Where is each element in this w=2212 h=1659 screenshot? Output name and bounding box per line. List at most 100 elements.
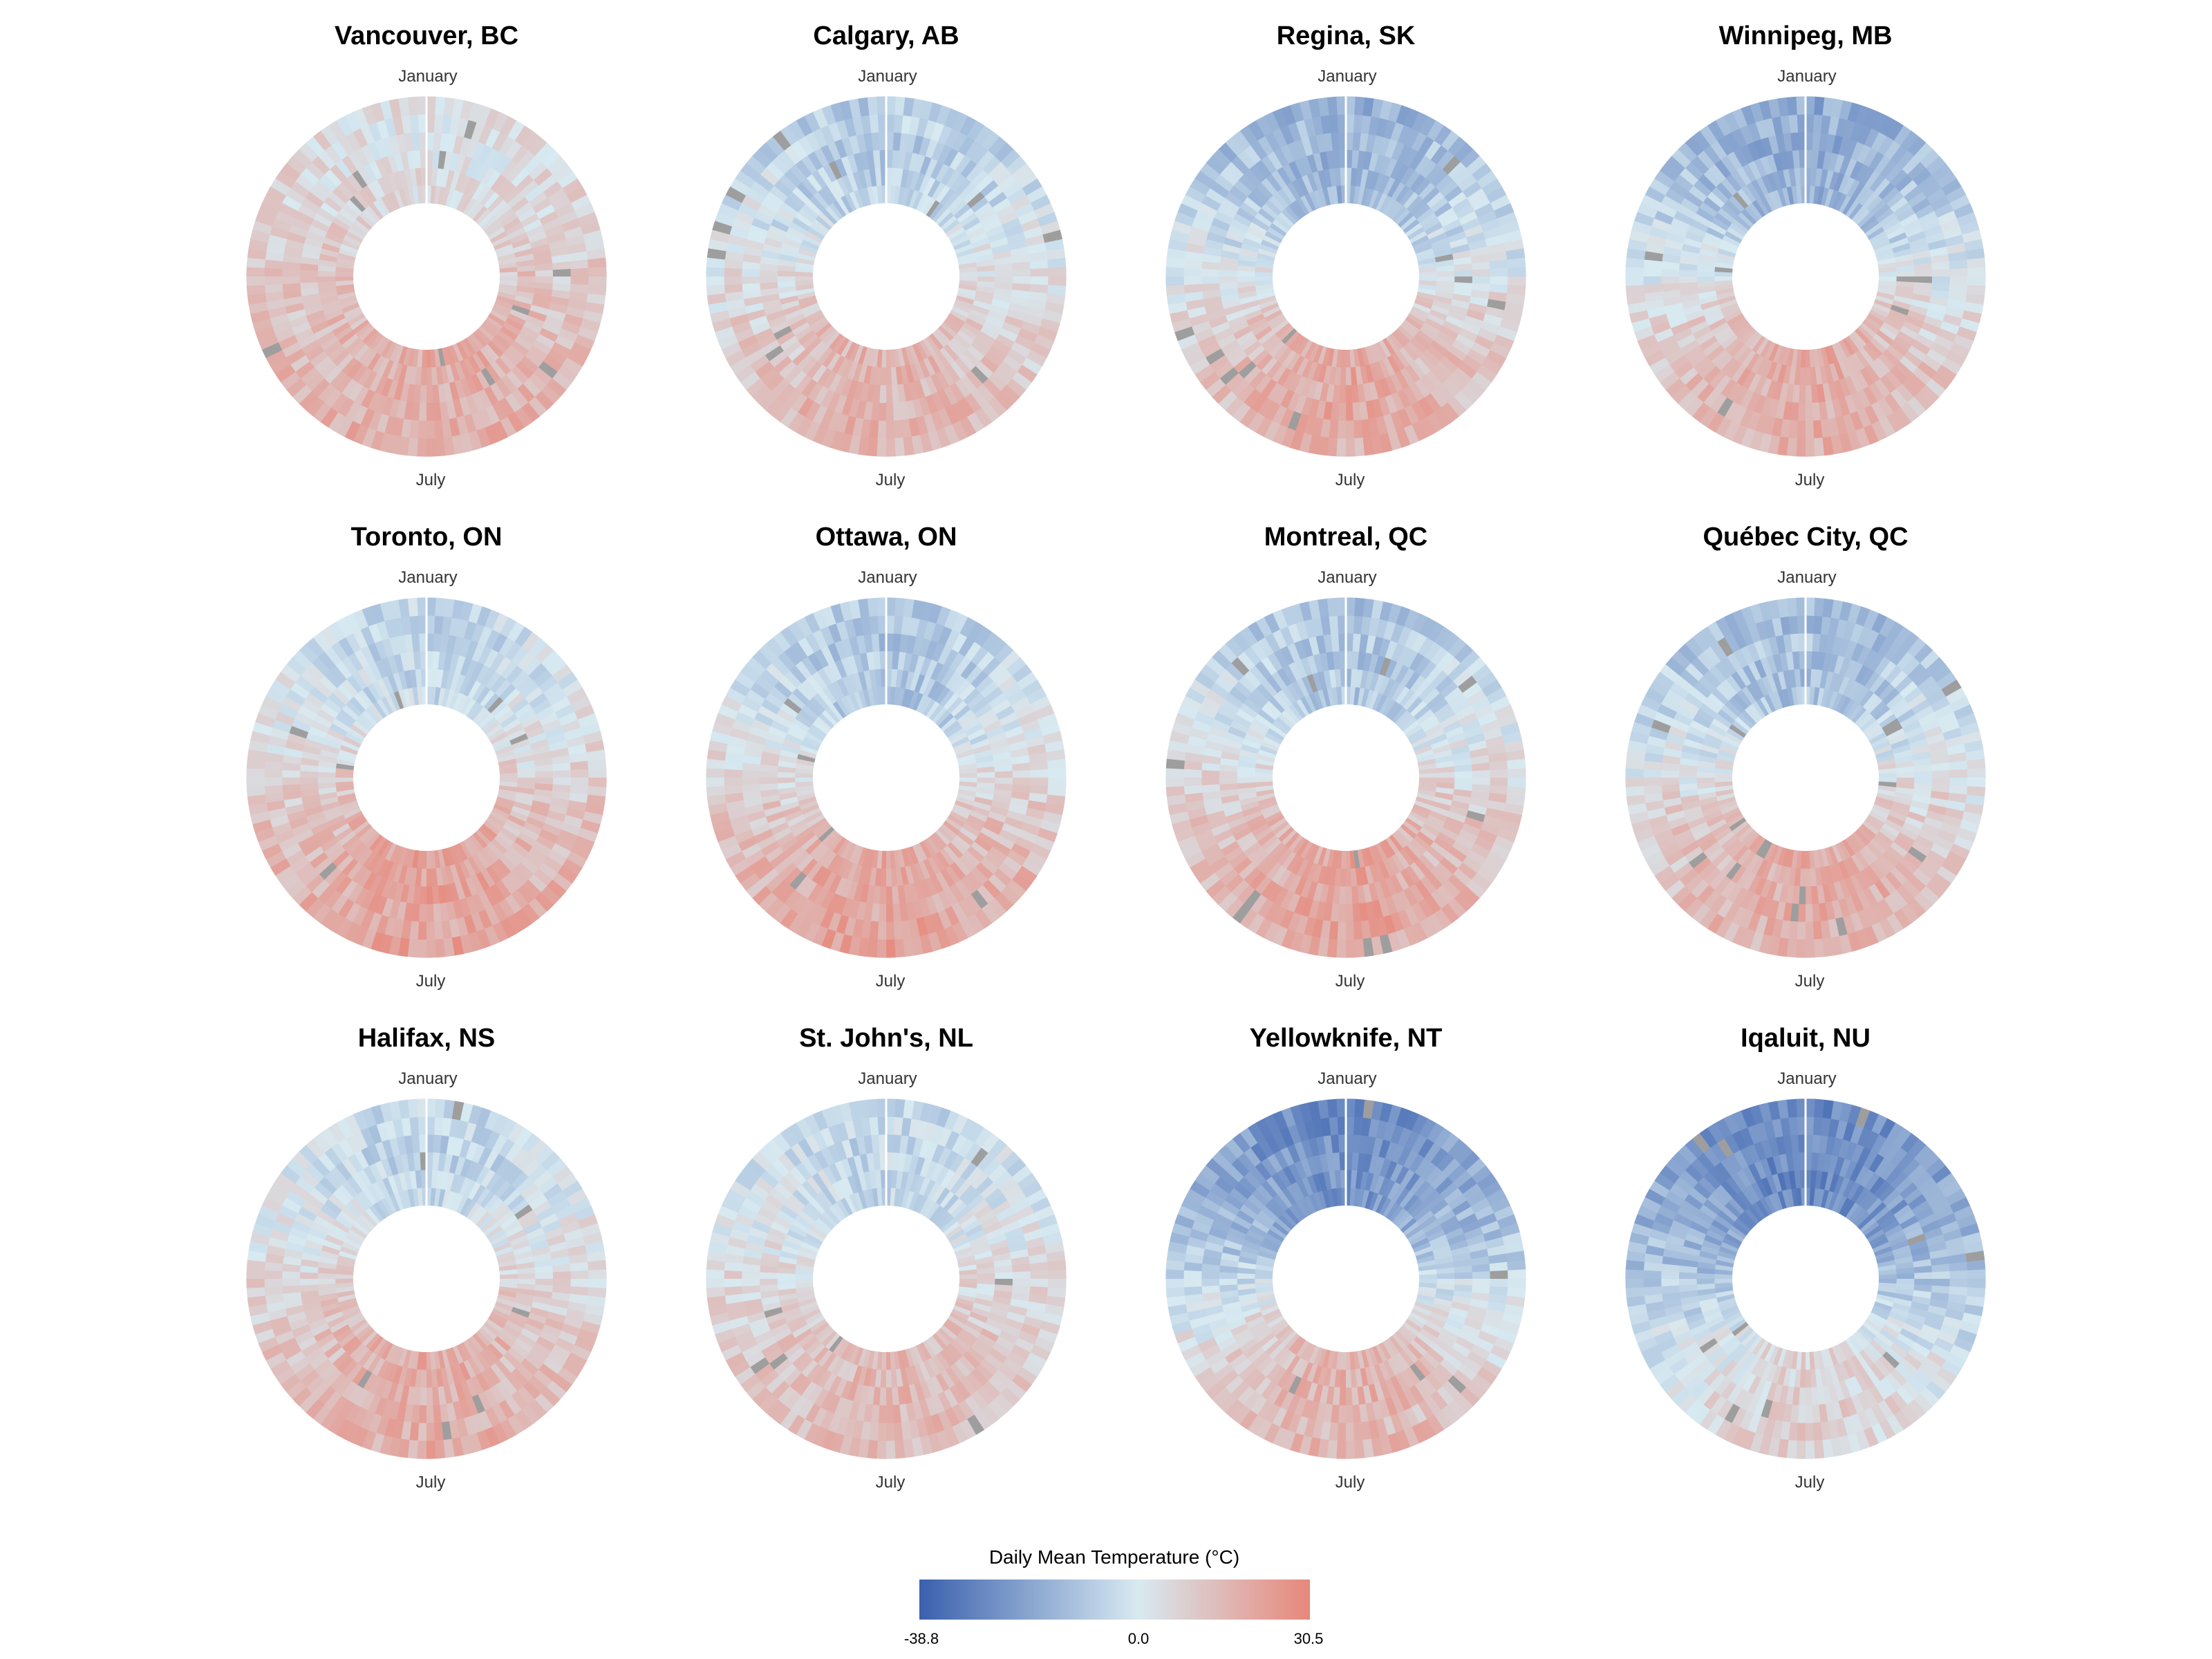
heat-cell [746, 231, 767, 244]
heat-cell [301, 197, 321, 214]
heat-cell [993, 256, 1013, 266]
heat-cell [1454, 270, 1473, 277]
heat-cell [912, 135, 924, 155]
heat-cell [1490, 769, 1508, 778]
heat-cell [923, 197, 937, 216]
heat-cell [1458, 174, 1478, 193]
heat-cell [1257, 295, 1277, 305]
heat-cell [1454, 276, 1473, 284]
heat-cell [1455, 204, 1475, 220]
heat-cell [1884, 222, 1904, 236]
heat-cell [949, 230, 968, 244]
heat-cell [798, 207, 816, 223]
heat-cell [1458, 328, 1479, 343]
heat-cell [1415, 248, 1434, 258]
heat-cell [469, 333, 485, 351]
heat-cell [294, 210, 315, 225]
heat-cell [1680, 197, 1700, 214]
heat-cell [1412, 302, 1432, 315]
heat-cell [948, 382, 965, 402]
heat-cell [869, 114, 879, 133]
heat-cell [561, 321, 581, 336]
heat-cell [1030, 194, 1051, 212]
heat-cell [1247, 191, 1266, 208]
heat-cell [552, 770, 572, 778]
heat-cell [527, 310, 547, 323]
heat-cell [1827, 418, 1839, 438]
heat-cell [1857, 325, 1874, 341]
heat-cell [360, 144, 376, 164]
heat-cell [285, 348, 306, 365]
heat-cell [1903, 350, 1923, 368]
heat-cell [1416, 207, 1435, 224]
heat-cell [1843, 120, 1857, 140]
heat-cell [1418, 135, 1435, 156]
heat-cell [454, 361, 466, 381]
heat-cell [727, 234, 747, 247]
heat-cell [1397, 144, 1412, 165]
heat-cell [937, 144, 953, 165]
heat-cell [937, 408, 953, 429]
heat-cell [1255, 416, 1273, 438]
heat-cell [1693, 179, 1712, 197]
heat-cell [1882, 216, 1901, 232]
heat-cell [1657, 335, 1678, 350]
heat-cell [799, 299, 818, 310]
heat-cell [718, 334, 738, 350]
heat-cell [459, 433, 474, 453]
heat-cell [964, 393, 982, 413]
heat-cell [1236, 207, 1255, 223]
heat-cell [1913, 167, 1933, 187]
heat-cell [1434, 248, 1453, 259]
heat-cell [538, 361, 559, 379]
heat-cell [1703, 168, 1722, 187]
heat-cell [1844, 158, 1858, 178]
heat-cell [1681, 243, 1701, 254]
heat-cell [1273, 191, 1289, 209]
heat-cell [1228, 350, 1248, 368]
heat-cell [355, 215, 373, 231]
heat-cell [1708, 370, 1726, 389]
heat-cell [1923, 315, 1944, 329]
heat-cell [1477, 170, 1498, 189]
heat-cell [1902, 156, 1921, 176]
heat-cell [980, 402, 1000, 423]
heat-cell [1862, 386, 1878, 406]
heat-cell [1400, 322, 1417, 338]
heat-cell [1718, 299, 1738, 310]
heat-cell [1690, 377, 1709, 397]
heat-cell [858, 188, 868, 207]
heat-cell [834, 375, 847, 395]
heat-cell [1237, 383, 1255, 403]
heat-cell [1201, 276, 1220, 284]
heat-cell [1772, 344, 1783, 364]
heat-cell [819, 408, 835, 429]
heat-cell [341, 177, 359, 196]
heat-cell [495, 379, 512, 398]
heat-cell [1251, 216, 1270, 232]
heat-cell [827, 122, 843, 142]
heat-cell [789, 163, 807, 182]
heat-cell [1461, 217, 1481, 232]
heat-cell [796, 288, 815, 296]
heat-cell [1206, 155, 1226, 175]
heat-cell [562, 357, 583, 375]
heat-cell [523, 156, 542, 176]
heat-cell [1508, 267, 1526, 278]
heat-cell [558, 328, 579, 344]
heat-cell [763, 236, 783, 249]
heat-cell [958, 135, 975, 156]
heat-cell [1714, 326, 1732, 341]
heat-cell [943, 344, 959, 362]
heat-cell [765, 345, 784, 362]
heat-cell [489, 230, 509, 244]
heat-cell [368, 122, 383, 142]
heat-cell [1418, 267, 1438, 273]
heat-cell [311, 155, 330, 175]
heat-cell [1896, 207, 1916, 223]
heat-cell [1353, 348, 1360, 368]
heat-cell [1365, 400, 1376, 420]
heat-cell [1395, 163, 1410, 183]
heat-cell [1405, 223, 1423, 237]
